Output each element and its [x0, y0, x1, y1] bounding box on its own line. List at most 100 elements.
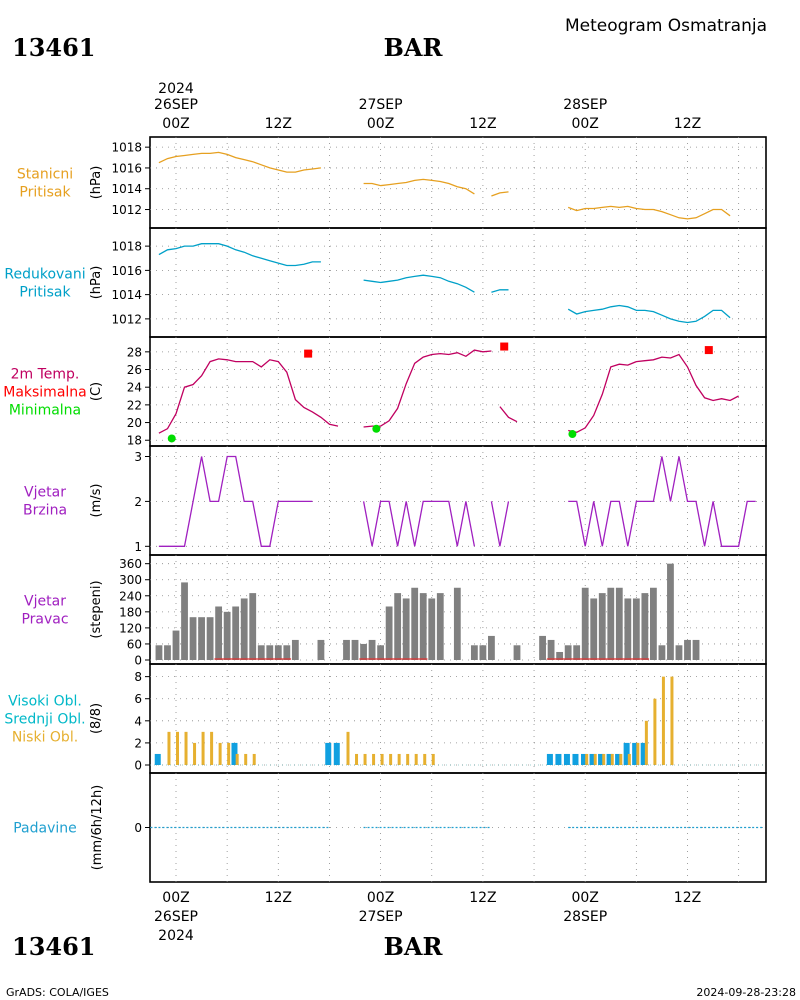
- cloud-bar: [252, 753, 256, 765]
- station-id-top: 13461: [12, 33, 96, 62]
- wind-direction-bar: [368, 639, 376, 660]
- cloud-bar: [201, 731, 205, 765]
- cloud-bar: [593, 753, 597, 765]
- series-line: [362, 500, 476, 547]
- panel-6: 0 2 4 6 8 (8/8) Visoki Obl. Srednji Obl. Niski O…: [4, 663, 767, 774]
- panel-label-line: Brzina: [23, 503, 67, 519]
- cloud-bar: [235, 753, 239, 765]
- wind-direction-bar: [513, 645, 521, 660]
- y-tick-label: 1012: [111, 203, 142, 217]
- series-line: [363, 274, 475, 293]
- cloud-bar: [423, 753, 427, 765]
- y-axis-label: (m/s): [89, 484, 104, 518]
- cloud-bar: [653, 698, 657, 765]
- hour-label-top: 12Z: [265, 116, 292, 132]
- day-label-top: 27SEP: [359, 97, 403, 113]
- cloud-bar: [414, 753, 418, 765]
- wind-direction-bar: [189, 617, 197, 660]
- panel-1: 1012 1014 1016 1018 (hPa) Stanicni Pritisak: [17, 136, 767, 229]
- series-line: [567, 205, 731, 220]
- y-tick-label: 1014: [111, 182, 142, 196]
- wind-direction-bar: [479, 645, 487, 660]
- panel-label-line: Visoki Obl.: [8, 694, 82, 710]
- hour-label-top: 12Z: [674, 116, 701, 132]
- wind-direction-bar: [428, 598, 436, 660]
- panel-label-line: Pritisak: [19, 285, 71, 301]
- wind-direction-bar: [385, 606, 393, 660]
- wind-direction-bar: [155, 645, 163, 660]
- wind-direction-bar: [181, 582, 188, 660]
- cloud-bar: [563, 753, 570, 765]
- wind-direction-bar: [488, 635, 495, 660]
- wind-direction-bar: [581, 587, 589, 660]
- hour-label-bottom: 12Z: [469, 890, 496, 906]
- wind-direction-bar: [283, 645, 291, 660]
- panel-label-line: Vjetar: [24, 594, 66, 610]
- series-line: [567, 304, 731, 324]
- wind-direction-bar: [419, 593, 427, 660]
- panel-label-line: 2m Temp.: [11, 367, 80, 383]
- cloud-bar: [598, 753, 605, 765]
- cloud-bar: [555, 753, 562, 765]
- series-line: [158, 455, 313, 547]
- wind-direction-bar: [360, 643, 367, 660]
- y-axis-label: (hPa): [89, 166, 104, 200]
- wind-direction-bar: [547, 639, 555, 660]
- cloud-bar: [184, 731, 188, 765]
- y-tick-label: 2: [134, 736, 142, 750]
- wind-direction-bar: [556, 651, 564, 660]
- wind-direction-bar: [232, 606, 240, 660]
- y-tick-label: 18: [127, 434, 142, 448]
- series-line: [491, 191, 509, 197]
- panel-2: 1012 1014 1016 1018 (hPa) Redukovani Pritisak: [4, 227, 767, 338]
- station-name-top: BAR: [384, 33, 444, 62]
- panel-label-line: Pritisak: [19, 185, 71, 201]
- y-tick-label: 1016: [111, 264, 142, 278]
- cloud-bar: [431, 753, 435, 765]
- cloud-bar: [589, 753, 596, 765]
- y-tick-label: 1018: [111, 240, 142, 254]
- cloud-bar: [623, 742, 630, 765]
- day-label-bottom: 27SEP: [359, 909, 403, 925]
- panels: 1012101410161018(hPa)StanicniPritisak101…: [3, 136, 767, 883]
- cloud-bar: [632, 742, 639, 765]
- series-line: [158, 243, 321, 267]
- series-line: [363, 349, 492, 428]
- series-line: [158, 358, 339, 434]
- tmax-marker: [500, 342, 509, 351]
- cloud-bar: [363, 753, 367, 765]
- station-name-bottom: BAR: [384, 932, 444, 961]
- panel-3: 18 20 22 24 26 28 (C) 2m Temp. Maksimalna Minimal…: [3, 336, 767, 448]
- series-line: [568, 353, 739, 433]
- wind-direction-bar: [624, 598, 632, 660]
- cloud-bar: [406, 753, 410, 765]
- wind-direction-bar: [607, 587, 615, 660]
- y-axis-label: (8/8): [89, 703, 104, 734]
- wind-direction-bar: [266, 645, 274, 660]
- wind-direction-bar: [351, 639, 359, 660]
- y-tick-label: 0: [134, 654, 142, 668]
- y-axis-label: (C): [89, 382, 104, 401]
- timestamp-text: 2024-09-28-23:28: [696, 986, 796, 999]
- panel-label-line: Vjetar: [24, 485, 66, 501]
- cloud-bar: [619, 753, 623, 765]
- cloud-bar: [346, 731, 350, 765]
- day-label-top: 26SEP: [154, 97, 198, 113]
- tmin-marker: [167, 434, 176, 443]
- hour-label-bottom: 00Z: [162, 890, 189, 906]
- hour-label-bottom: 12Z: [265, 890, 292, 906]
- tmax-marker: [704, 346, 713, 355]
- tmax-marker: [304, 349, 313, 358]
- panel-frame: [149, 136, 767, 229]
- panel-frame: [149, 445, 767, 556]
- y-tick-label: 1018: [111, 141, 142, 155]
- cloud-bar: [372, 753, 376, 765]
- panel-label-line: Padavine: [13, 821, 77, 837]
- wind-direction-bar: [249, 593, 257, 660]
- y-tick-label: 20: [127, 416, 142, 430]
- cloud-bar: [572, 753, 579, 765]
- y-tick-label: 6: [134, 692, 142, 706]
- cloud-bar: [325, 742, 332, 765]
- series-line: [499, 406, 518, 423]
- wind-direction-bar: [590, 598, 598, 660]
